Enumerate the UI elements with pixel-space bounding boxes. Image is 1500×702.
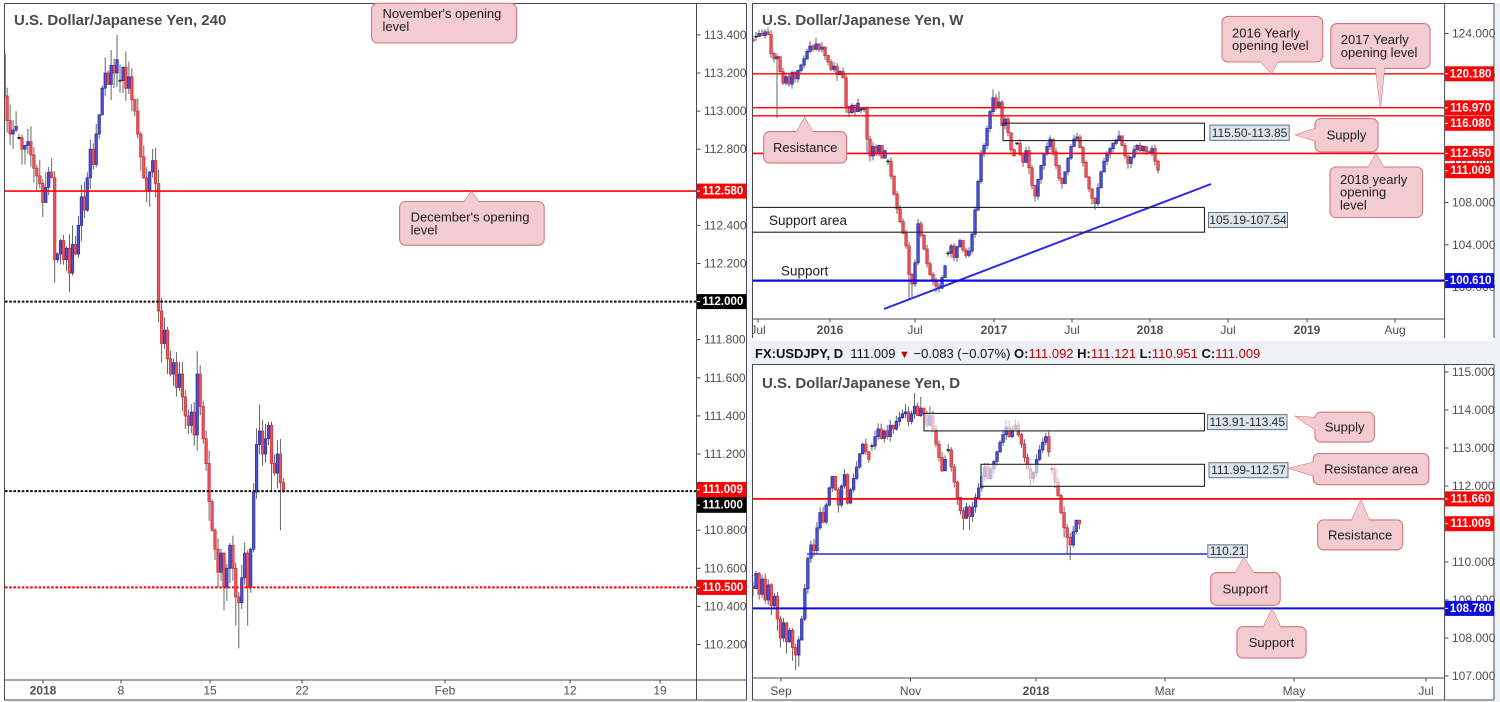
- svg-text:114.000: 114.000: [1452, 403, 1495, 417]
- svg-text:level: level: [1340, 198, 1367, 213]
- svg-text:2019: 2019: [1294, 323, 1321, 337]
- svg-text:8: 8: [118, 684, 125, 698]
- svg-text:2017 Yearly: 2017 Yearly: [1341, 32, 1409, 47]
- svg-text:111.009: 111.009: [1450, 518, 1490, 530]
- svg-text:111.200: 111.200: [704, 447, 746, 461]
- svg-text:November's opening: November's opening: [383, 6, 502, 21]
- svg-text:Support: Support: [1249, 635, 1295, 650]
- svg-text:100.610: 100.610: [1450, 275, 1492, 287]
- svg-text:opening: opening: [1340, 185, 1386, 200]
- svg-text:U.S. Dollar/Japanese Yen, 240: U.S. Dollar/Japanese Yen, 240: [14, 12, 226, 29]
- svg-text:12: 12: [563, 684, 577, 698]
- svg-text:107.000: 107.000: [1452, 669, 1496, 683]
- svg-text:2016 Yearly: 2016 Yearly: [1232, 25, 1300, 40]
- svg-text:22: 22: [295, 684, 309, 698]
- svg-text:112.400: 112.400: [704, 218, 747, 232]
- svg-text:110.21: 110.21: [1210, 544, 1246, 558]
- svg-text:108.000: 108.000: [1452, 631, 1496, 645]
- svg-text:111.660: 111.660: [1450, 493, 1490, 505]
- svg-text:2018: 2018: [1023, 684, 1050, 698]
- svg-text:113.000: 113.000: [704, 104, 747, 118]
- svg-text:111.009: 111.009: [1450, 165, 1490, 177]
- svg-text:111.000: 111.000: [703, 500, 743, 512]
- svg-text:112.580: 112.580: [702, 186, 743, 198]
- svg-text:2018: 2018: [30, 684, 57, 698]
- svg-text:Aug: Aug: [1384, 323, 1405, 337]
- svg-text:2017: 2017: [981, 323, 1008, 337]
- svg-text:19: 19: [653, 684, 667, 698]
- svg-text:Jul: Jul: [1418, 684, 1433, 698]
- svg-text:111.009: 111.009: [703, 484, 743, 496]
- svg-text:opening level: opening level: [1341, 45, 1418, 60]
- svg-text:110.200: 110.200: [704, 638, 747, 652]
- svg-text:110.600: 110.600: [704, 561, 747, 575]
- svg-text:December's opening: December's opening: [411, 209, 530, 224]
- svg-text:Supply: Supply: [1325, 420, 1365, 435]
- svg-text:115.50-113.85: 115.50-113.85: [1212, 126, 1288, 140]
- svg-text:Resistance: Resistance: [1328, 527, 1392, 542]
- svg-text:124.000: 124.000: [1452, 26, 1496, 40]
- svg-text:Feb: Feb: [435, 684, 456, 698]
- svg-text:111.800: 111.800: [704, 333, 746, 347]
- svg-text:Nov: Nov: [900, 684, 921, 698]
- svg-text:111.600: 111.600: [704, 371, 746, 385]
- svg-text:112.000: 112.000: [702, 296, 743, 308]
- svg-text:U.S. Dollar/Japanese Yen, W: U.S. Dollar/Japanese Yen, W: [762, 12, 964, 29]
- svg-text:level: level: [383, 19, 410, 34]
- svg-text:level: level: [411, 222, 438, 237]
- svg-text:116.970: 116.970: [1450, 102, 1491, 114]
- svg-text:Mar: Mar: [1155, 684, 1176, 698]
- svg-text:120.180: 120.180: [1450, 68, 1492, 80]
- svg-text:U.S. Dollar/Japanese Yen, D: U.S. Dollar/Japanese Yen, D: [762, 375, 960, 392]
- svg-text:Supply: Supply: [1327, 128, 1367, 143]
- svg-text:113.000: 113.000: [1452, 441, 1495, 455]
- svg-text:108.780: 108.780: [1450, 603, 1492, 615]
- svg-text:110.800: 110.800: [704, 523, 747, 537]
- svg-text:112.800: 112.800: [704, 142, 747, 156]
- svg-text:2018 yearly: 2018 yearly: [1340, 172, 1408, 187]
- svg-text:Support area: Support area: [769, 213, 848, 228]
- svg-text:110.000: 110.000: [1452, 555, 1495, 569]
- svg-text:Jul: Jul: [907, 323, 922, 337]
- svg-text:Sep: Sep: [770, 684, 792, 698]
- svg-text:Support: Support: [1223, 581, 1269, 596]
- svg-text:2016: 2016: [817, 323, 844, 337]
- svg-text:Jul: Jul: [750, 323, 765, 337]
- svg-text:Jul: Jul: [1064, 323, 1079, 337]
- svg-text:110.400: 110.400: [704, 599, 747, 613]
- svg-text:110.500: 110.500: [702, 582, 743, 594]
- svg-text:Support: Support: [781, 264, 829, 279]
- svg-text:105.19-107.54: 105.19-107.54: [1209, 213, 1287, 227]
- svg-text:opening level: opening level: [1232, 38, 1309, 53]
- svg-text:113.200: 113.200: [704, 66, 747, 80]
- svg-text:Resistance: Resistance: [773, 140, 837, 155]
- svg-text:Jul: Jul: [1220, 323, 1235, 337]
- svg-text:113.91-113.45: 113.91-113.45: [1209, 415, 1285, 429]
- svg-text:112.650: 112.650: [1450, 148, 1491, 160]
- svg-text:15: 15: [203, 684, 217, 698]
- svg-text:104.000: 104.000: [1452, 238, 1496, 252]
- svg-text:116.080: 116.080: [1450, 118, 1491, 130]
- svg-text:113.400: 113.400: [704, 28, 747, 42]
- svg-text:115.000: 115.000: [1452, 365, 1495, 379]
- svg-text:2018: 2018: [1137, 323, 1164, 337]
- svg-text:108.000: 108.000: [1452, 196, 1496, 210]
- svg-text:Resistance area: Resistance area: [1324, 462, 1419, 477]
- svg-text:112.000: 112.000: [1452, 479, 1495, 493]
- svg-text:112.200: 112.200: [704, 257, 747, 271]
- svg-text:May: May: [1283, 684, 1306, 698]
- svg-text:111.99-112.57: 111.99-112.57: [1211, 463, 1286, 477]
- svg-text:111.400: 111.400: [704, 409, 746, 423]
